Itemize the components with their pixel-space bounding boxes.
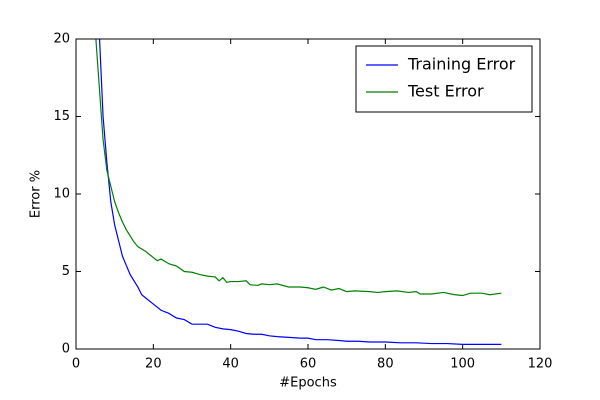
legend-label: Training Error [407, 55, 516, 74]
line [95, 39, 502, 297]
y-axis-label: Error % [29, 170, 44, 218]
x-tick-label: 20 [145, 357, 162, 372]
y-tick-label: 20 [53, 32, 70, 47]
y-tick-label: 0 [62, 342, 70, 357]
x-tick-label: 60 [300, 357, 317, 372]
x-tick-label: 40 [222, 357, 239, 372]
x-tick-label: 80 [377, 357, 394, 372]
legend-label: Test Error [407, 82, 484, 101]
line [98, 39, 502, 345]
plot-frame [75, 38, 541, 350]
y-tick-label: 15 [53, 109, 70, 124]
x-tick-label: 120 [528, 357, 553, 372]
x-axis-label: #Epochs [279, 376, 337, 391]
y-tick-label: 5 [62, 264, 70, 279]
x-tick-label: 100 [450, 357, 475, 372]
legend-box [355, 45, 533, 113]
y-tick-label: 10 [53, 187, 70, 202]
plot-area [95, 39, 502, 345]
x-tick-label: 0 [72, 357, 80, 372]
